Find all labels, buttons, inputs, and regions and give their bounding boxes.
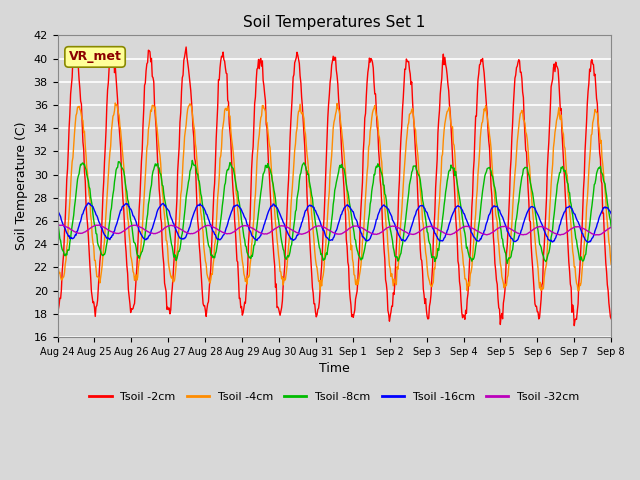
- Tsoil -2cm: [419, 268, 426, 274]
- Tsoil -8cm: [403, 210, 410, 216]
- Tsoil -2cm: [54, 303, 61, 309]
- Tsoil -4cm: [54, 254, 61, 260]
- Tsoil -32cm: [207, 223, 214, 229]
- X-axis label: Time: Time: [319, 362, 349, 375]
- Tsoil -2cm: [122, 240, 129, 245]
- Tsoil -2cm: [207, 266, 214, 272]
- Tsoil -16cm: [419, 203, 426, 208]
- Tsoil -8cm: [64, 247, 72, 253]
- Tsoil -4cm: [316, 288, 324, 294]
- Tsoil -4cm: [111, 100, 119, 106]
- Tsoil -2cm: [403, 56, 410, 62]
- Tsoil -4cm: [178, 187, 186, 193]
- Tsoil -32cm: [178, 227, 186, 233]
- Line: Tsoil -4cm: Tsoil -4cm: [58, 103, 611, 291]
- Tsoil -16cm: [403, 237, 410, 242]
- Y-axis label: Soil Temperature (C): Soil Temperature (C): [15, 122, 28, 251]
- Tsoil -8cm: [188, 157, 196, 163]
- Tsoil -16cm: [54, 208, 61, 214]
- Line: Tsoil -16cm: Tsoil -16cm: [58, 203, 611, 242]
- Tsoil -8cm: [121, 173, 129, 179]
- Tsoil -16cm: [178, 236, 186, 241]
- Tsoil -2cm: [570, 323, 578, 328]
- Tsoil -4cm: [207, 277, 214, 283]
- Line: Tsoil -8cm: Tsoil -8cm: [58, 160, 611, 264]
- Tsoil -8cm: [419, 197, 426, 203]
- Tsoil -2cm: [607, 316, 615, 322]
- Tsoil -4cm: [122, 180, 129, 186]
- Tsoil -32cm: [65, 225, 72, 231]
- Tsoil -32cm: [419, 227, 426, 232]
- Tsoil -4cm: [607, 262, 615, 267]
- Tsoil -16cm: [207, 222, 214, 228]
- Tsoil -2cm: [64, 166, 72, 172]
- Tsoil -2cm: [108, 44, 116, 50]
- Tsoil -16cm: [122, 201, 129, 207]
- Tsoil -32cm: [607, 225, 615, 230]
- Tsoil -32cm: [56, 222, 63, 228]
- Tsoil -8cm: [504, 261, 511, 266]
- Tsoil -8cm: [607, 224, 615, 229]
- Tsoil -32cm: [403, 229, 410, 235]
- Line: Tsoil -32cm: Tsoil -32cm: [58, 225, 611, 235]
- Tsoil -32cm: [54, 223, 61, 229]
- Tsoil -32cm: [122, 227, 129, 233]
- Tsoil -8cm: [207, 252, 214, 258]
- Tsoil -4cm: [419, 222, 427, 228]
- Tsoil -4cm: [64, 240, 72, 245]
- Tsoil -16cm: [84, 200, 92, 206]
- Legend: Tsoil -2cm, Tsoil -4cm, Tsoil -8cm, Tsoil -16cm, Tsoil -32cm: Tsoil -2cm, Tsoil -4cm, Tsoil -8cm, Tsoi…: [85, 388, 584, 407]
- Tsoil -4cm: [403, 131, 411, 137]
- Tsoil -16cm: [64, 231, 72, 237]
- Tsoil -8cm: [54, 218, 61, 224]
- Tsoil -16cm: [585, 240, 593, 245]
- Tsoil -2cm: [178, 89, 186, 95]
- Text: VR_met: VR_met: [68, 50, 122, 63]
- Tsoil -32cm: [557, 232, 564, 238]
- Title: Soil Temperatures Set 1: Soil Temperatures Set 1: [243, 15, 426, 30]
- Tsoil -8cm: [177, 241, 184, 247]
- Tsoil -16cm: [607, 211, 615, 216]
- Line: Tsoil -2cm: Tsoil -2cm: [58, 47, 611, 325]
